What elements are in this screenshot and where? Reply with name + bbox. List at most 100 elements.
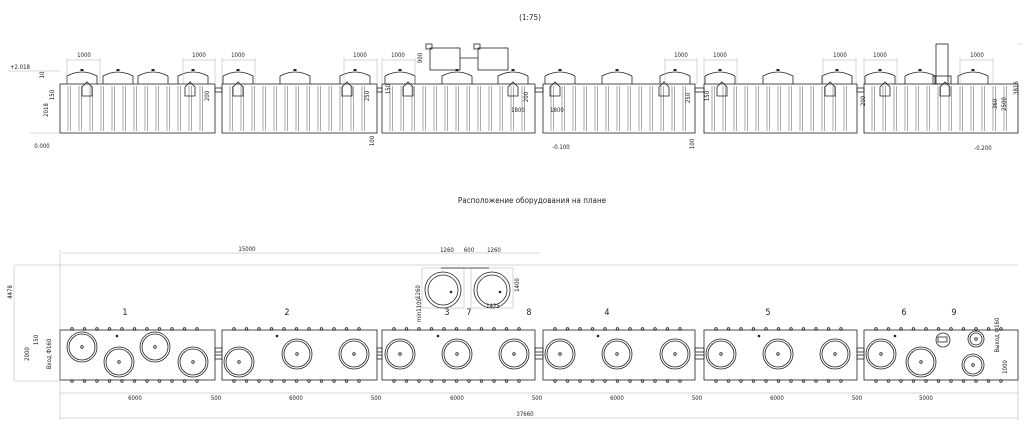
connector-pipe-plan xyxy=(214,347,223,353)
inspection-port xyxy=(879,81,891,97)
total-length: 37660 xyxy=(516,411,534,418)
hatch-outer xyxy=(819,338,851,370)
plan-tank-4 xyxy=(542,329,696,381)
marker-dot xyxy=(436,334,440,338)
hatch-center xyxy=(879,352,883,356)
dome-hatch xyxy=(339,71,371,84)
anchor-lug xyxy=(874,327,878,331)
hatch-outer xyxy=(223,346,255,378)
anchor-lug xyxy=(886,327,891,331)
anchor-lug xyxy=(244,379,249,383)
anchor-lug xyxy=(344,379,349,383)
dimension-label: 100 xyxy=(369,135,376,146)
hatch-center xyxy=(295,352,299,356)
anchor-lug xyxy=(294,327,299,331)
hatch-inner xyxy=(225,348,253,376)
equipment-outer xyxy=(473,271,511,309)
inspection-port xyxy=(658,81,670,97)
hatch-inner xyxy=(821,340,849,368)
anchor-lug xyxy=(454,379,459,383)
anchor-lug xyxy=(157,379,162,383)
hatch-center xyxy=(191,360,195,364)
anchor-lug xyxy=(429,379,434,383)
hatch-center xyxy=(237,360,241,364)
anchor-lug xyxy=(282,379,286,383)
hatch-center xyxy=(776,352,780,356)
anchor-lug xyxy=(257,327,261,331)
anchor-lug xyxy=(479,379,484,383)
anchor-lug xyxy=(814,379,818,383)
anchor-lug xyxy=(357,327,361,331)
connector-pipe-plan xyxy=(856,347,865,353)
anchor-lug xyxy=(726,327,731,331)
hatch-outer xyxy=(384,338,416,370)
hatch-outer xyxy=(139,331,171,363)
connector-pipe xyxy=(214,87,223,93)
dome-cap xyxy=(558,69,562,71)
anchor-lug xyxy=(319,379,324,383)
anchor-lug xyxy=(132,327,137,331)
anchor-lug xyxy=(678,379,682,383)
hatch-outer xyxy=(865,338,897,370)
hatch-center xyxy=(673,352,677,356)
connector-pipe xyxy=(694,87,705,93)
anchor-lug xyxy=(789,327,793,331)
anchor-lug xyxy=(120,327,124,331)
dim-1000: 1000 xyxy=(970,52,984,59)
anchor-lug xyxy=(628,327,632,331)
anchor-lug xyxy=(429,327,434,331)
dome-cap xyxy=(835,69,839,71)
dome-cap xyxy=(971,69,975,71)
anchor-lug xyxy=(95,327,99,331)
hatch-outer xyxy=(281,338,313,370)
dim-1000: 1000 xyxy=(833,52,847,59)
anchor-lug xyxy=(603,379,607,383)
anchor-lug xyxy=(924,379,928,383)
anchor-lug xyxy=(961,327,966,331)
dim-1000: 1000 xyxy=(674,52,688,59)
anchor-lug xyxy=(404,379,409,383)
vent-stack xyxy=(935,43,949,85)
anchor-lug xyxy=(776,379,781,383)
anchor-lug xyxy=(442,379,446,383)
anchor-lug xyxy=(578,379,582,383)
anchor-lug xyxy=(504,327,509,331)
dome-hatch xyxy=(762,71,794,84)
marker-dot xyxy=(893,334,897,338)
bottom-dim: 500 xyxy=(692,395,703,402)
anchor-lug xyxy=(70,379,74,383)
anchor-lug xyxy=(764,327,768,331)
level-mark: 0.000 xyxy=(34,143,50,150)
bottom-dim: 6000 xyxy=(128,395,142,402)
anchor-lug xyxy=(726,379,731,383)
hatch-outer xyxy=(705,338,737,370)
hatch-outer xyxy=(103,346,135,378)
inspection-port xyxy=(549,81,561,97)
control-unit-9 xyxy=(935,332,951,348)
anchor-lug xyxy=(874,379,878,383)
anchor-lug xyxy=(319,327,324,331)
dome-hatch xyxy=(957,71,989,84)
position-marker: 4 xyxy=(604,308,609,318)
hatch-inner xyxy=(661,340,689,368)
anchor-lug xyxy=(517,379,521,383)
position-marker: 1 xyxy=(122,308,127,318)
hatch-outer xyxy=(905,346,937,378)
elevation-tank-1 xyxy=(59,83,216,134)
anchor-lug xyxy=(814,327,818,331)
connector-pipe-plan xyxy=(376,347,383,353)
hatch-inner xyxy=(764,340,792,368)
dome-cap xyxy=(878,69,882,71)
plan-tank-6 xyxy=(863,329,1019,381)
dome-cap xyxy=(776,69,780,71)
plan-tank-3 xyxy=(381,329,536,381)
anchor-lug xyxy=(417,327,421,331)
anchor-lug xyxy=(307,327,311,331)
anchor-lug xyxy=(615,379,620,383)
anchor-lug xyxy=(590,379,595,383)
plan-tank-1 xyxy=(59,329,216,381)
inspection-port xyxy=(232,81,244,97)
connector-pipe-plan xyxy=(694,354,705,360)
elevation-tank-2 xyxy=(221,83,378,134)
anchor-lug xyxy=(145,327,149,331)
